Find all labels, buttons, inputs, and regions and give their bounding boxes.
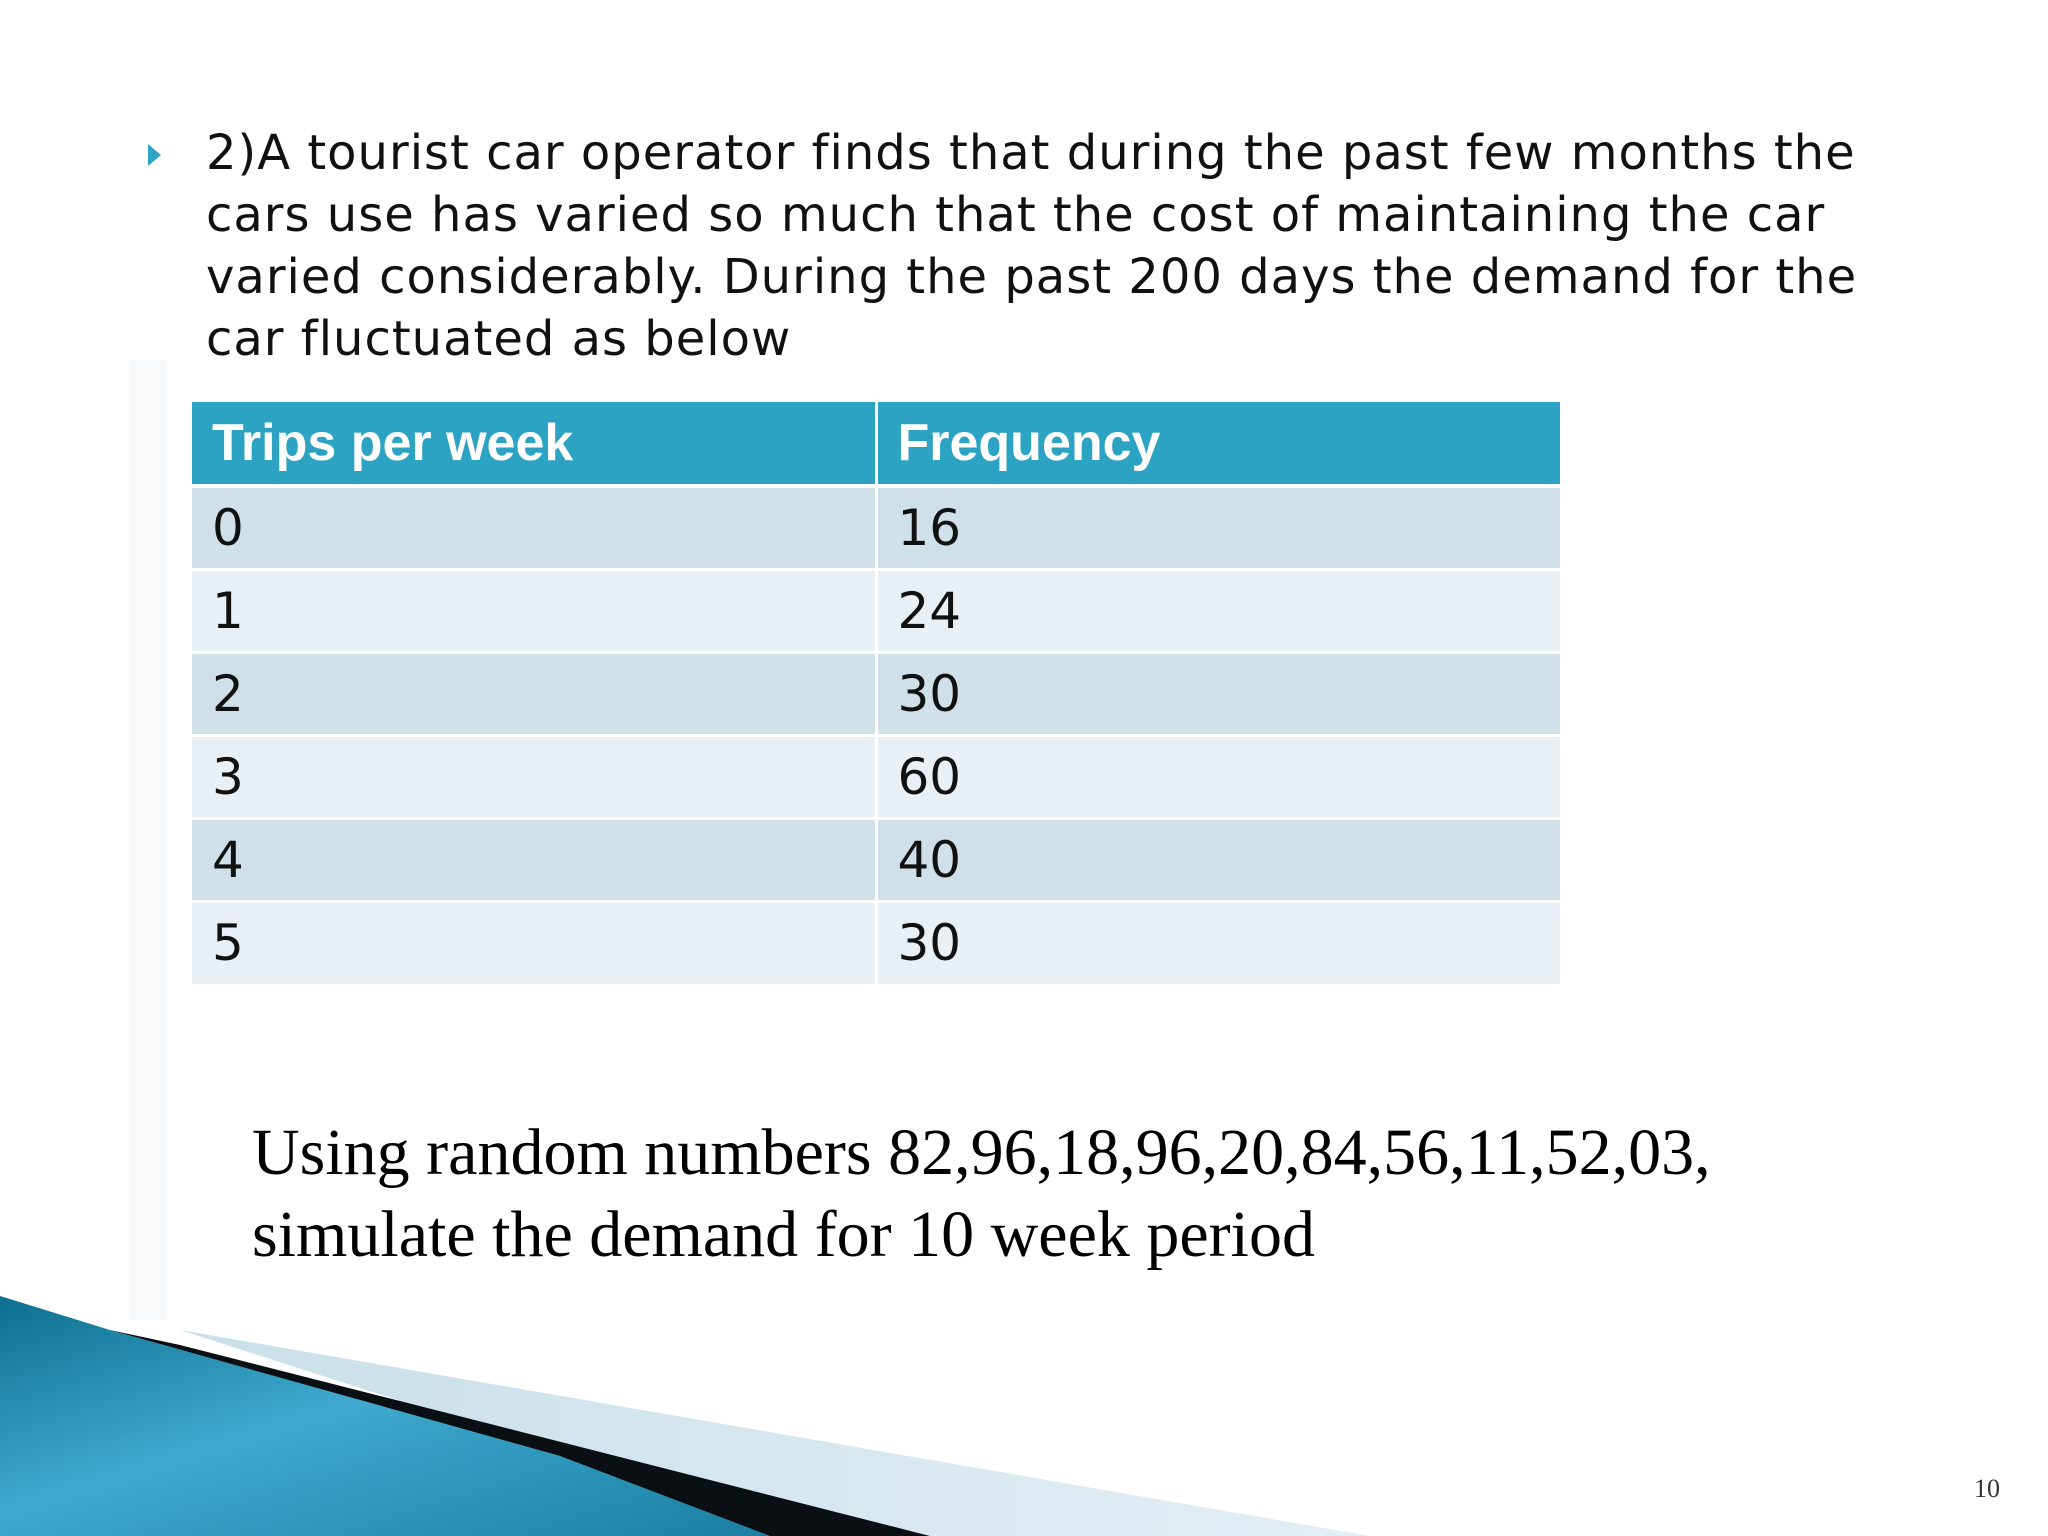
bullet-point: 2)A tourist car operator finds that duri… <box>148 122 1888 370</box>
table-row: 4 40 <box>192 816 1560 901</box>
frequency-cell: 16 <box>876 484 1560 569</box>
table-row: 2 30 <box>192 650 1560 735</box>
frequency-cell: 40 <box>876 816 1560 901</box>
trips-cell: 4 <box>192 816 878 901</box>
frequency-cell: 30 <box>876 899 1560 984</box>
table-header-row: Trips per week Frequency <box>192 402 1560 488</box>
header-frequency: Frequency <box>876 402 1560 488</box>
table-row: 5 30 <box>192 899 1560 984</box>
table-row: 3 60 <box>192 733 1560 818</box>
frequency-cell: 24 <box>876 567 1560 652</box>
page-number: 10 <box>1974 1474 2000 1503</box>
frequency-cell: 30 <box>876 650 1560 735</box>
header-trips-per-week: Trips per week <box>192 402 878 488</box>
trips-cell: 2 <box>192 650 878 735</box>
triangle-bullet-icon <box>148 144 161 166</box>
table-row: 0 16 <box>192 484 1560 569</box>
trips-cell: 0 <box>192 484 878 569</box>
instruction-line-1: Using random numbers 82,96,18,96,20,84,5… <box>252 1116 1711 1189</box>
trips-frequency-table: Trips per week Frequency 0 16 1 24 2 3 0 … <box>192 402 1560 984</box>
trips-cell: 5 <box>192 899 878 984</box>
frequency-cell: 60 <box>876 733 1560 818</box>
trips-cell: 3 <box>192 733 878 818</box>
table-row: 1 24 <box>192 567 1560 652</box>
simulation-instruction: Using random numbers 82,96,18,96,20,84,5… <box>252 1112 1852 1276</box>
problem-statement: 2)A tourist car operator finds that duri… <box>206 125 1858 367</box>
trips-cell: 1 <box>192 567 878 652</box>
instruction-line-2: simulate the demand for 10 week period <box>252 1198 1315 1271</box>
